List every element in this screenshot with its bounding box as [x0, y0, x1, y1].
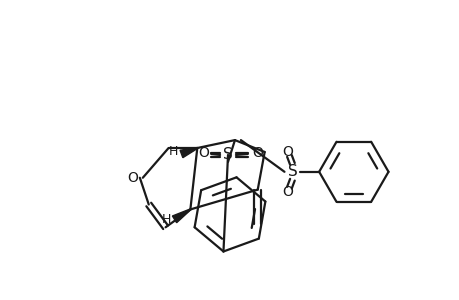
Polygon shape: [172, 209, 190, 223]
Text: H: H: [168, 146, 178, 158]
Text: O: O: [281, 184, 292, 199]
Text: O: O: [252, 146, 263, 160]
Text: O: O: [197, 146, 208, 160]
Text: S: S: [287, 164, 297, 179]
Text: O: O: [281, 145, 292, 159]
Text: H: H: [162, 213, 171, 226]
Text: O: O: [127, 171, 138, 185]
Polygon shape: [179, 148, 197, 158]
Text: S: S: [223, 148, 232, 163]
